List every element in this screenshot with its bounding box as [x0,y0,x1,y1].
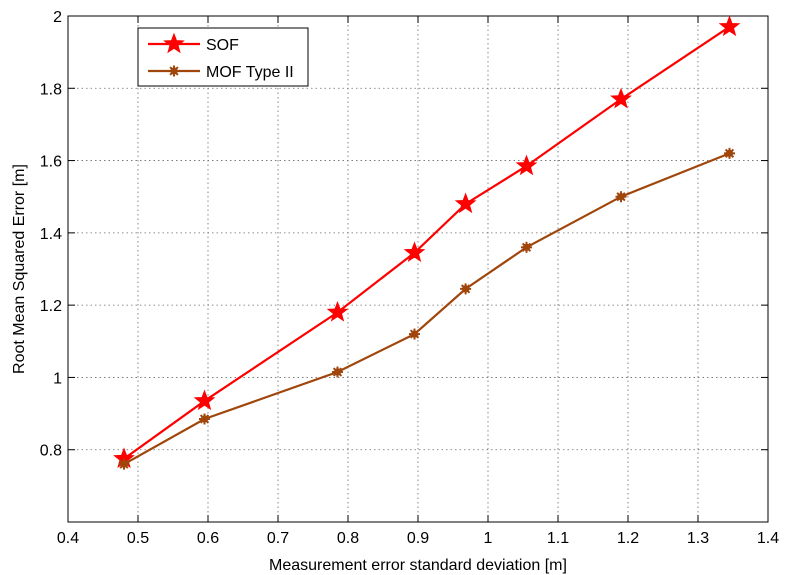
y-tick-label: 1.8 [40,81,62,98]
data-point [332,366,343,378]
y-tick-labels: 0.8 1 1.2 1.4 1.6 1.8 2 [40,9,62,460]
data-point [409,328,420,340]
x-tick-label: 1 [484,530,493,547]
data-point [460,283,472,295]
y-tick-label: 2 [53,9,62,26]
series-line [123,152,730,466]
data-point [403,241,426,262]
grid [68,16,768,522]
data-point [615,191,627,203]
legend-marker [168,65,180,77]
x-axis-label: Measurement error standard deviation [m] [269,557,567,574]
series-1 [118,147,735,470]
data-point [454,192,477,214]
x-tick-label: 0.5 [127,530,149,547]
series-line [123,25,731,460]
y-tick-label: 1 [53,370,62,387]
series-layer [113,15,741,470]
data-point [193,389,216,411]
y-tick-label: 1.2 [40,298,62,315]
data-point [724,147,735,159]
x-tick-label: 0.6 [197,530,219,547]
x-tick-labels: 0.4 0.5 0.6 0.7 0.8 0.9 1 1.1 1.2 1.3 1.4 [57,530,779,547]
data-point [326,300,349,322]
axis-ticks [67,15,769,522]
data-point [199,413,210,425]
data-point [610,87,632,109]
y-tick-label: 0.8 [40,443,62,460]
x-tick-label: 1.2 [617,530,639,547]
legend-marker-sof [163,32,185,54]
data-point [718,15,741,37]
data-point [118,458,130,470]
legend-box [137,27,309,87]
legend-label-sof: SOF [206,37,239,54]
x-tick-label: 0.4 [57,530,79,547]
x-tick-label: 1.4 [757,530,779,547]
legend-label-mof-type-ii: MOF Type II [206,64,294,81]
x-tick-label: 1.3 [687,530,709,547]
legend-marker-mof-type-ii [168,65,180,77]
y-tick-label: 1.6 [40,154,62,171]
y-tick-label: 1.4 [40,226,62,243]
y-axis-label: Root Mean Squared Error [m] [11,164,28,374]
x-tick-label: 1.1 [547,530,569,547]
series-0 [113,15,741,468]
data-point [521,241,532,253]
x-tick-label: 0.7 [267,530,289,547]
legend: SOF MOF Type II [137,27,309,87]
legend-marker [163,32,185,54]
x-tick-label: 0.9 [407,530,429,547]
x-tick-label: 0.8 [337,530,359,547]
data-point [515,154,538,176]
